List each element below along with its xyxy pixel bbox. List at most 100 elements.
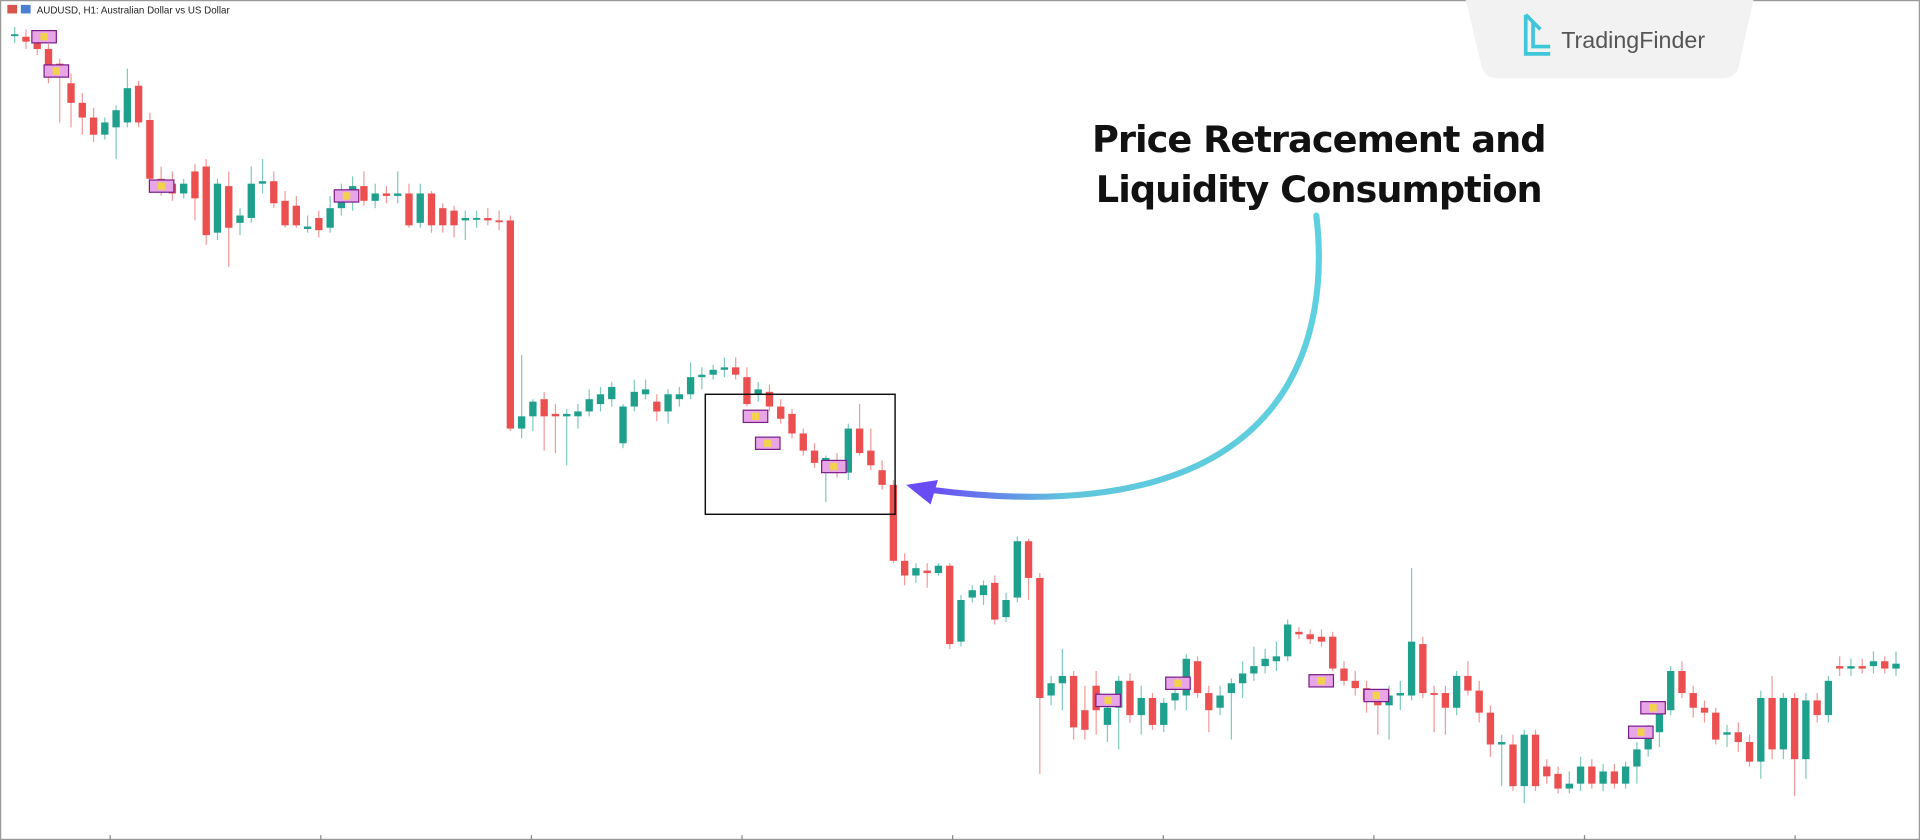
liquidity-marker-core bbox=[1317, 677, 1325, 685]
candle-body bbox=[1205, 693, 1213, 711]
candle-body bbox=[1374, 700, 1382, 706]
candle-body bbox=[855, 428, 864, 454]
candle-body bbox=[1024, 541, 1033, 578]
candle-body bbox=[101, 122, 109, 135]
candles bbox=[11, 26, 1900, 804]
candle-body bbox=[281, 200, 289, 226]
candle-body bbox=[67, 83, 75, 103]
candle-body bbox=[472, 217, 481, 220]
candle-body bbox=[225, 186, 233, 228]
candle-body bbox=[1329, 636, 1337, 669]
candle-body bbox=[810, 450, 819, 463]
candle-body bbox=[1238, 673, 1247, 684]
candle-body bbox=[1734, 732, 1742, 743]
candle-body bbox=[506, 220, 515, 429]
candle-body bbox=[495, 220, 503, 223]
candle-body bbox=[270, 181, 278, 204]
candle-body bbox=[112, 110, 120, 128]
liquidity-marker-core bbox=[1174, 679, 1182, 687]
candle-body bbox=[1396, 693, 1404, 696]
candle-body bbox=[1317, 636, 1326, 642]
candle-body bbox=[1464, 675, 1472, 691]
header: AUDUSD, H1: Australian Dollar vs US Doll… bbox=[7, 4, 230, 16]
candle-body bbox=[540, 399, 548, 417]
candle-body bbox=[382, 193, 391, 196]
liquidity-marker-core bbox=[342, 192, 351, 200]
candle-body bbox=[146, 120, 154, 179]
candle-body bbox=[123, 88, 132, 123]
candle-body bbox=[1543, 766, 1551, 777]
candle-body bbox=[1250, 666, 1258, 674]
candle-body bbox=[630, 391, 638, 407]
candle-body bbox=[44, 48, 53, 69]
candle-body bbox=[78, 102, 86, 118]
candle-body bbox=[1655, 710, 1664, 733]
candle-body bbox=[315, 217, 323, 231]
candle-body bbox=[1509, 744, 1517, 787]
candle-body bbox=[1013, 541, 1021, 598]
candle-body bbox=[1148, 697, 1157, 725]
candle-body bbox=[765, 391, 774, 407]
candle-body bbox=[912, 568, 920, 576]
candle-body bbox=[1171, 693, 1179, 701]
candle-body bbox=[484, 217, 492, 221]
candle-body bbox=[292, 205, 300, 226]
candle-body bbox=[1588, 766, 1596, 784]
candle-body bbox=[1644, 732, 1652, 750]
candle-body bbox=[1452, 675, 1461, 708]
candle-body bbox=[247, 183, 255, 218]
candle-body bbox=[517, 416, 526, 429]
candle-body bbox=[33, 40, 41, 49]
liquidity-marker-core bbox=[40, 33, 48, 41]
candle-body bbox=[1621, 766, 1630, 784]
candle-body bbox=[923, 570, 931, 574]
candle-body bbox=[1002, 600, 1010, 618]
candle-body bbox=[405, 193, 413, 226]
candle-body bbox=[1036, 577, 1044, 698]
icon bbox=[20, 4, 31, 14]
liquidity-marker-core bbox=[52, 67, 60, 75]
candle-body bbox=[844, 428, 852, 473]
candle-body bbox=[1261, 658, 1269, 667]
candle-body bbox=[777, 406, 785, 419]
logo-icon bbox=[1523, 13, 1551, 56]
candle-body bbox=[1610, 771, 1619, 784]
candle-body bbox=[1531, 734, 1540, 787]
candle-body bbox=[1520, 734, 1528, 787]
arrow bbox=[927, 212, 1322, 500]
candle-body bbox=[946, 565, 954, 645]
candle-body bbox=[258, 181, 267, 184]
logo-tab: TradingFinder bbox=[1465, 0, 1754, 79]
liquidity-marker-core bbox=[1104, 696, 1112, 705]
candle-body bbox=[1892, 663, 1900, 669]
liquidity-marker-core bbox=[1372, 691, 1380, 700]
candle-body bbox=[1881, 661, 1889, 669]
candle-body bbox=[1058, 675, 1067, 684]
candle-body bbox=[1160, 702, 1168, 725]
candle-body bbox=[641, 389, 650, 395]
candle-body bbox=[1802, 700, 1810, 760]
candle-body bbox=[1103, 707, 1112, 725]
candle-body bbox=[900, 560, 909, 576]
liquidity-marker-core bbox=[751, 412, 760, 420]
candle-body bbox=[1667, 671, 1675, 711]
liquidity-marker-core bbox=[157, 182, 166, 190]
liquidity-marker-core bbox=[764, 439, 772, 447]
candle-body bbox=[754, 389, 762, 395]
candle-body bbox=[551, 413, 560, 417]
candle-body bbox=[1498, 742, 1506, 745]
candle-body bbox=[799, 433, 807, 451]
markers bbox=[31, 30, 1666, 739]
candle-body bbox=[653, 401, 661, 412]
candle-body bbox=[743, 377, 751, 405]
candle-body bbox=[1475, 690, 1483, 713]
candle-body bbox=[709, 369, 717, 375]
candle-body bbox=[1700, 707, 1709, 713]
candle-body bbox=[878, 470, 886, 485]
candle-body bbox=[608, 386, 616, 400]
candle-body bbox=[303, 226, 312, 229]
candle-body bbox=[1723, 732, 1731, 735]
candle-body bbox=[461, 217, 469, 221]
candle-body bbox=[1779, 697, 1788, 750]
